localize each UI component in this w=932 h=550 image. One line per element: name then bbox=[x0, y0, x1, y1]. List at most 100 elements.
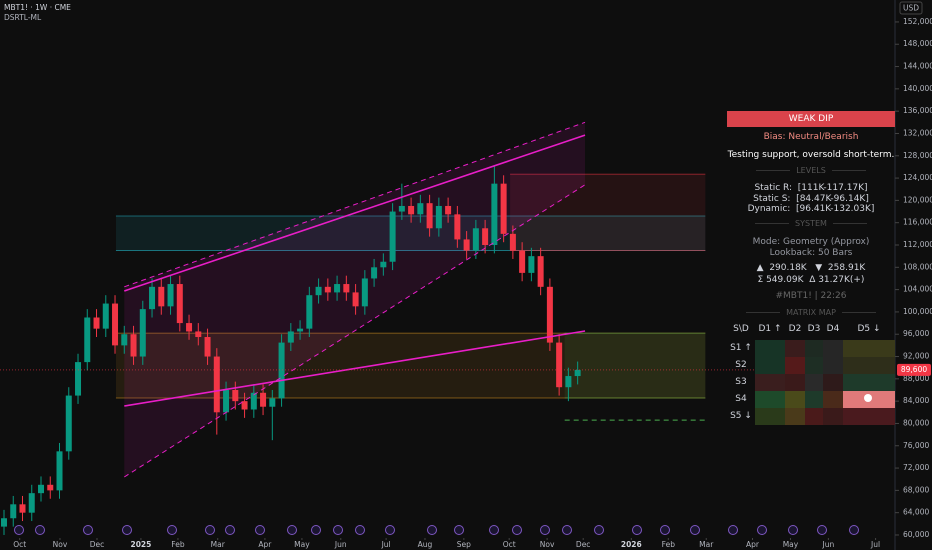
x-tick-label: Nov bbox=[540, 540, 555, 549]
candle-body bbox=[472, 228, 479, 251]
candle-body bbox=[389, 211, 396, 262]
candle-body bbox=[241, 401, 248, 410]
x-tick-label: Jun bbox=[334, 540, 347, 549]
y-tick-label: 80,000 bbox=[903, 418, 929, 427]
event-icon bbox=[35, 525, 45, 535]
candle-body bbox=[324, 286, 331, 293]
event-icon bbox=[849, 525, 859, 535]
levels-title: LEVELS bbox=[727, 166, 895, 175]
candle-body bbox=[278, 342, 285, 399]
candle-body bbox=[491, 183, 498, 246]
x-tick-label: 2026 bbox=[621, 540, 642, 549]
candle-body bbox=[528, 256, 535, 273]
candle-body bbox=[10, 504, 17, 519]
currency: USD bbox=[903, 4, 919, 13]
matrix-cell bbox=[785, 340, 805, 357]
matrix-cell bbox=[805, 408, 823, 425]
matrix-header: D5 ↓ bbox=[857, 324, 881, 334]
matrix-row-label: S3 bbox=[735, 377, 747, 387]
last-price-label: 89,600 bbox=[901, 365, 927, 374]
event-icon bbox=[355, 525, 365, 535]
candle-body bbox=[408, 205, 415, 215]
event-icon bbox=[83, 525, 93, 535]
matrix-cell bbox=[785, 391, 805, 408]
candle-body bbox=[186, 323, 193, 332]
y-tick-label: 60,000 bbox=[903, 530, 929, 539]
y-tick-label: 92,000 bbox=[903, 352, 929, 361]
y-tick-label: 104,000 bbox=[903, 285, 932, 294]
matrix-cell bbox=[785, 408, 805, 425]
x-tick-label: Sep bbox=[457, 540, 471, 549]
x-tick-label: Mar bbox=[699, 540, 714, 549]
candle-body bbox=[223, 389, 230, 413]
candle-body bbox=[204, 337, 211, 357]
event-icon bbox=[205, 525, 215, 535]
candle-body bbox=[334, 284, 341, 293]
candle-body bbox=[537, 256, 544, 287]
matrix-cell bbox=[805, 391, 823, 408]
event-icon bbox=[540, 525, 550, 535]
zone bbox=[564, 333, 706, 399]
candle-body bbox=[167, 284, 174, 307]
event-icon bbox=[817, 525, 827, 535]
y-tick-label: 116,000 bbox=[903, 218, 932, 227]
event-icon bbox=[632, 525, 642, 535]
matrix-cell bbox=[823, 408, 843, 425]
y-tick-label: 72,000 bbox=[903, 463, 929, 472]
candle-body bbox=[546, 286, 553, 343]
matrix-cell bbox=[805, 357, 823, 374]
matrix-header: S\D bbox=[733, 324, 749, 334]
trend-line bbox=[124, 134, 586, 292]
candle-body bbox=[213, 356, 220, 413]
trend-line bbox=[124, 330, 586, 407]
event-icon bbox=[14, 525, 24, 535]
candle-body bbox=[287, 331, 294, 343]
flow: Σ 549.09K Δ 31.27K(+) bbox=[757, 275, 865, 285]
matrix-title: MATRIX MAP bbox=[727, 308, 895, 317]
event-icon bbox=[489, 525, 499, 535]
x-tick-label: Apr bbox=[258, 540, 272, 549]
event-icon bbox=[225, 525, 235, 535]
status: WEAK DIP bbox=[727, 111, 895, 127]
y-tick-label: 96,000 bbox=[903, 329, 929, 338]
x-tick-label: Jul bbox=[381, 540, 391, 549]
candle-body bbox=[371, 267, 378, 279]
event-icon bbox=[427, 525, 437, 535]
candle-body bbox=[435, 205, 442, 229]
candle-body bbox=[417, 203, 424, 215]
event-icon bbox=[454, 525, 464, 535]
candle-body bbox=[250, 392, 257, 410]
x-tick-label: Aug bbox=[418, 540, 433, 549]
x-tick-label: Apr bbox=[746, 540, 760, 549]
x-tick-label: Jun bbox=[822, 540, 835, 549]
matrix-cell bbox=[843, 357, 895, 374]
x-tick-label: Dec bbox=[90, 540, 105, 549]
x-tick-label: May bbox=[294, 540, 310, 549]
y-tick-label: 88,000 bbox=[903, 374, 929, 383]
candle-body bbox=[19, 504, 26, 513]
event-icon bbox=[122, 525, 132, 535]
currency-box bbox=[899, 1, 923, 15]
y-tick-label: 120,000 bbox=[903, 195, 932, 204]
event-icon bbox=[385, 525, 395, 535]
matrix-header: D1 ↑ bbox=[758, 324, 782, 334]
candle-body bbox=[260, 392, 267, 407]
trend-line bbox=[124, 121, 586, 288]
candle-body bbox=[500, 183, 507, 234]
matrix-header: D3 bbox=[807, 324, 821, 334]
y-tick-label: 124,000 bbox=[903, 173, 932, 182]
x-tick-label: Nov bbox=[53, 540, 68, 549]
matrix-cell bbox=[755, 391, 785, 408]
note: Testing support, oversold short-term. bbox=[727, 150, 895, 160]
y-tick-label: 108,000 bbox=[903, 262, 932, 271]
y-tick-label: 128,000 bbox=[903, 151, 932, 160]
candle-body bbox=[426, 203, 433, 229]
candle-body bbox=[482, 228, 489, 246]
matrix-cell bbox=[823, 391, 843, 408]
symbol: MBT1! · 1W · CME bbox=[4, 3, 71, 12]
x-tick-label: Dec bbox=[576, 540, 591, 549]
event-icon bbox=[255, 525, 265, 535]
matrix-row-label: S5 ↓ bbox=[730, 411, 752, 421]
x-tick-label: Feb bbox=[662, 540, 676, 549]
